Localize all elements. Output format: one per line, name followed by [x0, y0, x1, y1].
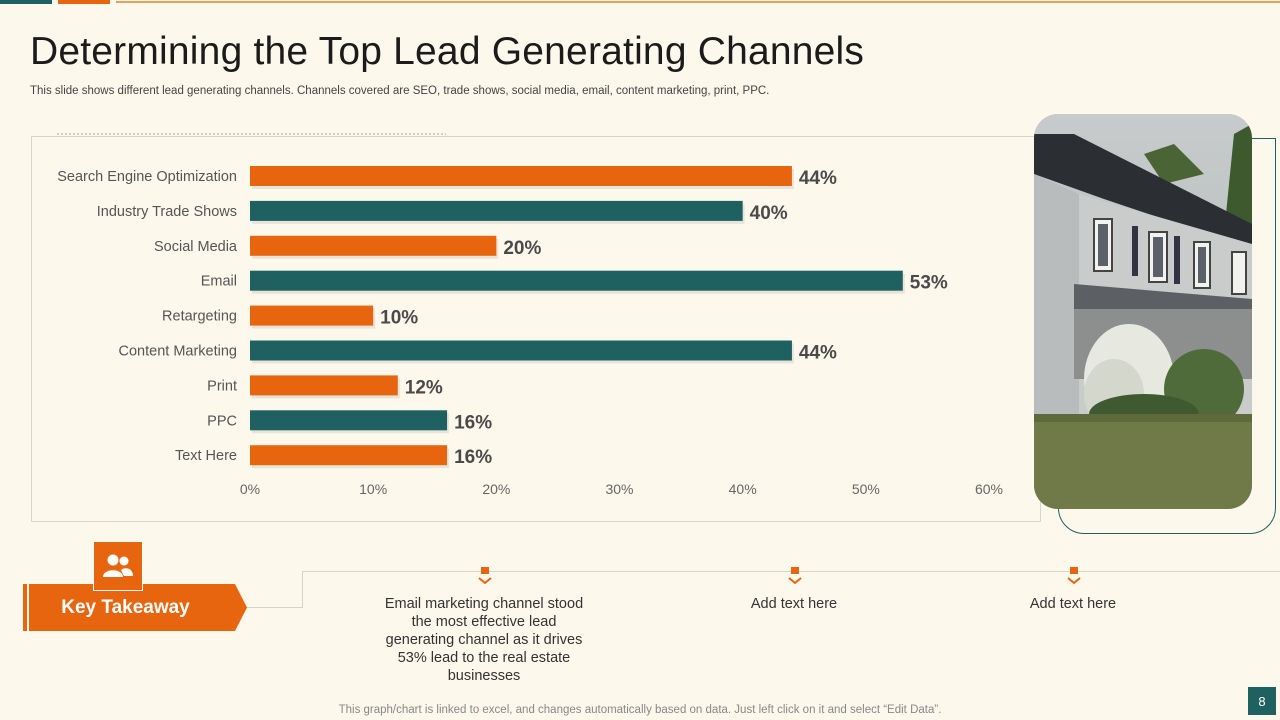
connector-line-short [246, 607, 303, 608]
value-label: 53% [910, 273, 948, 294]
category-label: Search Engine Optimization [57, 169, 237, 185]
slide-title: Determining the Top Lead Generating Chan… [30, 30, 865, 73]
bar-0[interactable] [250, 166, 792, 186]
bar-3[interactable] [250, 270, 903, 291]
connector-line-vertical [302, 571, 303, 608]
value-label: 20% [503, 238, 541, 259]
bar-1[interactable] [250, 200, 743, 221]
category-label: Print [207, 378, 237, 394]
takeaway-text-2[interactable]: Add text here [750, 596, 838, 612]
category-label: Retargeting [162, 309, 237, 325]
bar-7[interactable] [250, 410, 448, 431]
house-photo [1034, 114, 1252, 509]
x-tick-label: 20% [482, 481, 510, 497]
value-label: 44% [799, 168, 837, 189]
category-label: Email [201, 274, 237, 290]
value-label: 16% [454, 412, 492, 433]
chart-dotted-accent [56, 132, 446, 136]
key-takeaway-banner [23, 584, 247, 631]
category-label: Text Here [175, 448, 237, 464]
footer-note: This graph/chart is linked to excel, and… [338, 704, 942, 716]
x-tick-label: 60% [975, 481, 1003, 497]
category-label: Social Media [154, 239, 238, 255]
bar-4[interactable] [250, 305, 374, 326]
value-label: 44% [799, 343, 837, 364]
takeaway-text-3[interactable]: Add text here [1029, 596, 1117, 612]
value-label: 12% [405, 377, 443, 398]
users-icon [103, 554, 133, 577]
page-number: 8 [1248, 687, 1276, 715]
x-tick-label: 40% [729, 481, 757, 497]
x-tick-label: 50% [852, 481, 880, 497]
x-tick-label: 30% [605, 481, 633, 497]
value-label: 16% [454, 447, 492, 468]
value-label: 40% [750, 203, 788, 224]
bar-6[interactable] [250, 375, 398, 396]
top-accent-line [116, 1, 1280, 3]
x-tick-label: 0% [240, 481, 260, 497]
key-takeaway-icon-box [93, 541, 143, 591]
takeaway-text-1[interactable]: Email marketing channel stood the most e… [384, 596, 584, 684]
bar-2[interactable] [250, 235, 497, 256]
x-tick-label: 10% [359, 481, 387, 497]
bar-5[interactable] [250, 340, 792, 361]
slide-subtitle: This slide shows different lead generati… [30, 85, 770, 97]
takeaway-marker-3 [1067, 567, 1081, 585]
key-takeaway-label: Key Takeaway [61, 596, 190, 618]
category-label: Industry Trade Shows [97, 204, 237, 220]
top-accent-orange [58, 0, 110, 4]
category-label: Content Marketing [119, 344, 237, 360]
lead-channels-bar-chart[interactable]: Search Engine Optimization 44% Industry Tr… [0, 0, 1060, 520]
takeaway-marker-2 [788, 567, 802, 585]
takeaway-marker-1 [478, 567, 492, 585]
value-label: 10% [380, 308, 418, 329]
category-label: PPC [207, 413, 237, 429]
bar-8[interactable] [250, 445, 448, 466]
top-accent-teal [0, 0, 52, 4]
